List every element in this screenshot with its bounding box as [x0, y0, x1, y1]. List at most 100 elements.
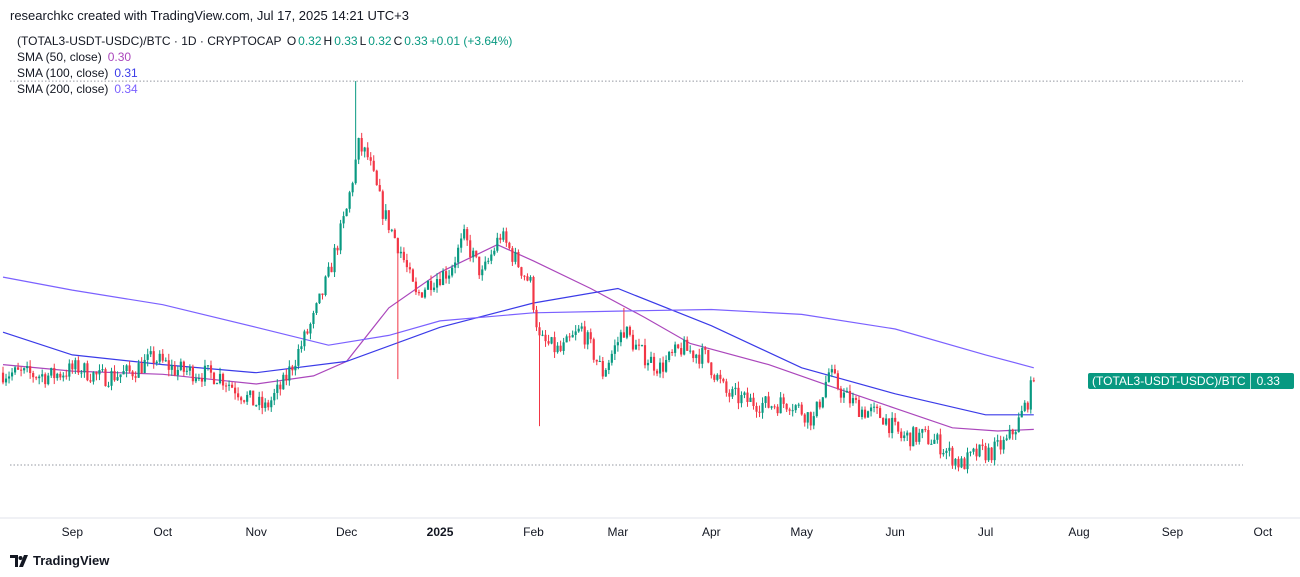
candle	[665, 355, 668, 373]
candle	[243, 399, 246, 404]
candle	[273, 388, 276, 406]
sma-50-row[interactable]: SMA (50, close) 0.30	[17, 49, 514, 65]
tradingview-logo[interactable]: TradingView	[10, 553, 109, 568]
candle-body	[809, 412, 812, 426]
candle	[689, 345, 692, 354]
candle-body	[511, 248, 514, 262]
candle	[282, 372, 285, 390]
candle	[38, 374, 41, 385]
candle	[710, 362, 713, 379]
candle-body	[704, 347, 707, 350]
candle	[978, 444, 981, 458]
candle	[384, 204, 387, 221]
candle-body	[179, 361, 182, 370]
candle-body	[38, 376, 41, 379]
candle	[526, 273, 529, 282]
candle	[692, 350, 695, 363]
candle-body	[824, 381, 827, 398]
candle-body	[98, 370, 101, 375]
candle-body	[357, 138, 360, 160]
candle	[252, 390, 255, 406]
candle-body	[255, 405, 258, 407]
candle	[185, 367, 188, 376]
candle	[652, 352, 656, 376]
candle	[312, 310, 315, 329]
candle	[360, 132, 363, 156]
candle	[993, 437, 996, 466]
candle	[686, 336, 689, 351]
candle	[50, 367, 53, 378]
candle	[888, 418, 891, 438]
candle-body	[535, 309, 538, 328]
candle-body	[294, 365, 297, 371]
candle-body	[143, 359, 146, 373]
candle	[921, 428, 924, 439]
sma-200-row[interactable]: SMA (200, close) 0.34	[17, 81, 514, 97]
candle-body	[438, 279, 442, 285]
candle	[891, 412, 894, 439]
candle	[270, 396, 273, 412]
candle-body	[963, 458, 966, 470]
candle	[457, 244, 460, 269]
candle	[866, 410, 870, 418]
candle	[649, 351, 653, 363]
candle-body	[493, 250, 496, 255]
candle-body	[16, 367, 20, 370]
candle	[107, 381, 110, 388]
symbol-row[interactable]: (TOTAL3-USDT-USDC)/BTC · 1D · CRYPTOCAP …	[17, 33, 514, 49]
candle	[963, 456, 966, 470]
candle-body	[1005, 438, 1008, 440]
candle-body	[933, 439, 936, 444]
candle-body	[692, 350, 695, 359]
candle-body	[276, 384, 279, 393]
candle	[999, 435, 1002, 455]
candle-body	[752, 397, 755, 407]
candle	[872, 402, 876, 413]
candle-body	[782, 397, 785, 404]
sma-200-value: 0.34	[114, 82, 138, 96]
candle	[912, 425, 915, 447]
candle-body	[460, 238, 463, 248]
candle	[402, 247, 405, 263]
candle	[803, 413, 806, 427]
candle-body	[658, 362, 662, 374]
candle	[429, 275, 433, 296]
candle	[68, 359, 71, 381]
candle	[643, 338, 647, 369]
candle-body	[625, 326, 629, 338]
candle	[957, 456, 960, 472]
candle-body	[1020, 410, 1023, 418]
candle	[125, 364, 128, 378]
candle-body	[1008, 429, 1011, 439]
candle	[53, 363, 56, 385]
candle	[755, 402, 758, 418]
sma-100-row[interactable]: SMA (100, close) 0.31	[17, 65, 514, 81]
candle	[966, 447, 969, 474]
x-tick-label: Aug	[1068, 525, 1090, 539]
candle	[894, 413, 897, 426]
candle	[535, 305, 538, 331]
candle-body	[113, 370, 116, 381]
candle-body	[173, 365, 176, 376]
candle	[246, 391, 249, 405]
candle	[351, 181, 354, 197]
candle-body	[429, 280, 433, 291]
candle-body	[571, 334, 574, 338]
candle-body	[234, 387, 237, 394]
candle-body	[981, 444, 984, 447]
candle	[574, 325, 577, 341]
candle	[1029, 376, 1032, 414]
candle	[625, 326, 629, 340]
candle	[927, 425, 930, 445]
candle	[981, 439, 984, 451]
candle	[737, 381, 740, 410]
candle	[291, 364, 294, 376]
candle	[734, 383, 737, 396]
candle	[1032, 377, 1035, 383]
sma-200-line	[2, 276, 1034, 369]
candle-body	[230, 384, 234, 388]
candle-body	[62, 375, 65, 378]
candle	[95, 371, 98, 381]
candle	[478, 256, 481, 279]
